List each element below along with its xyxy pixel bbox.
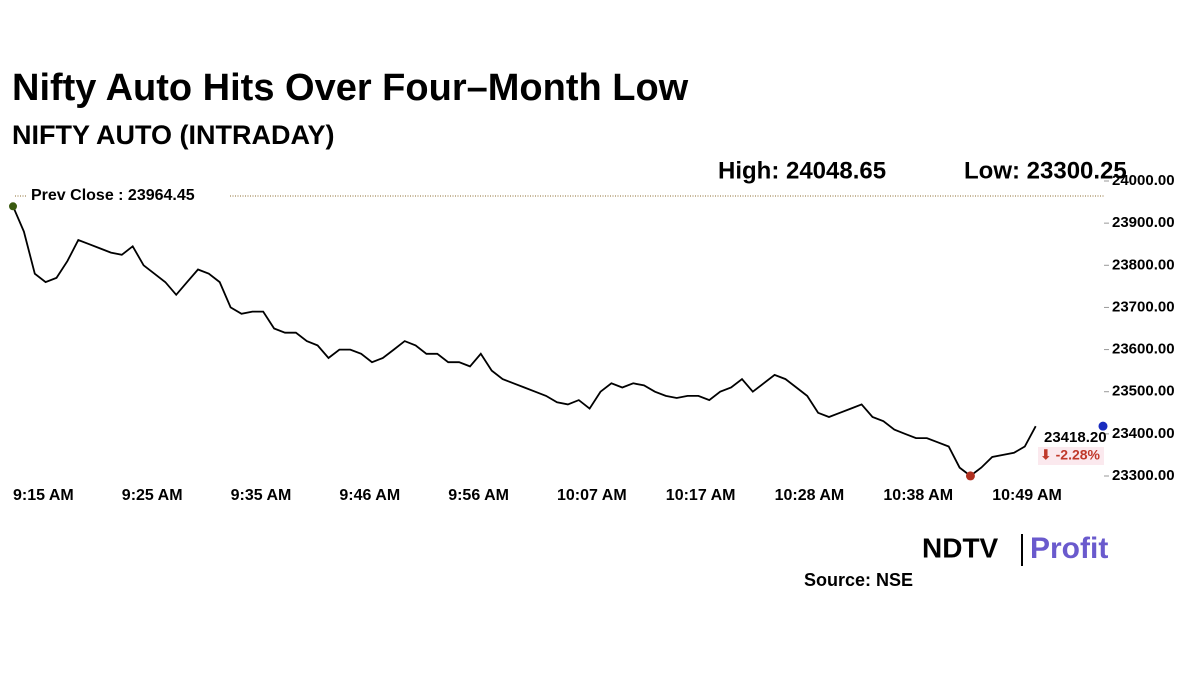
y-tick-label: 23800.00 (1112, 256, 1175, 273)
high-label: High: 24048.65 (718, 157, 886, 184)
source: Source: NSE (804, 570, 913, 590)
x-tick-label: 10:07 AM (557, 487, 627, 504)
low-label: Low: 23300.25 (964, 157, 1127, 184)
y-tick-label: 23900.00 (1112, 214, 1175, 231)
y-tick-label: 23300.00 (1112, 467, 1175, 484)
x-tick-label: 9:15 AM (13, 487, 74, 504)
y-tick-label: 23500.00 (1112, 383, 1175, 400)
x-tick-label: 9:25 AM (122, 487, 183, 504)
low-marker (965, 471, 975, 481)
last-marker (1098, 421, 1108, 431)
chart-title: Nifty Auto Hits Over Four–Month Low (12, 67, 689, 109)
last-value: 23418.20 (1044, 429, 1107, 446)
logo-ndtv: NDTV (922, 532, 999, 563)
logo-profit: Profit (1030, 532, 1108, 565)
y-tick-label: 24000.00 (1112, 172, 1175, 189)
prev-close-label: Prev Close : 23964.45 (31, 187, 195, 204)
x-tick-label: 10:49 AM (992, 487, 1062, 504)
x-tick-label: 10:17 AM (666, 487, 736, 504)
y-tick-label: 23700.00 (1112, 298, 1175, 315)
x-tick-label: 10:28 AM (775, 487, 845, 504)
chart-subtitle: NIFTY AUTO (INTRADAY) (12, 120, 335, 150)
x-tick-label: 9:35 AM (231, 487, 292, 504)
y-tick-label: 23400.00 (1112, 425, 1175, 442)
x-tick-label: 9:46 AM (339, 487, 400, 504)
y-tick-label: 23600.00 (1112, 341, 1175, 358)
change-bg (1038, 447, 1104, 465)
price-line (12, 205, 1037, 478)
change-label: ⬇ -2.28% (1040, 447, 1101, 463)
x-tick-label: 9:56 AM (448, 487, 509, 504)
start-marker (9, 202, 17, 211)
x-tick-label: 10:38 AM (883, 487, 953, 504)
